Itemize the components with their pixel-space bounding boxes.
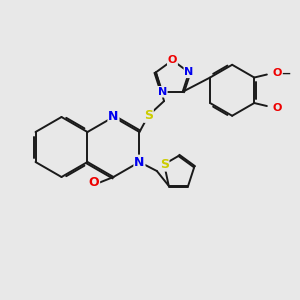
Text: N: N: [134, 155, 145, 169]
Text: S: S: [160, 158, 169, 171]
Text: N: N: [158, 87, 167, 97]
Text: N: N: [108, 110, 118, 124]
Text: O: O: [273, 103, 282, 112]
Text: S: S: [144, 109, 153, 122]
Text: O: O: [88, 176, 99, 190]
Text: —: —: [280, 69, 290, 79]
Text: O: O: [273, 68, 282, 78]
Text: N: N: [184, 67, 194, 77]
Text: O: O: [168, 55, 177, 65]
